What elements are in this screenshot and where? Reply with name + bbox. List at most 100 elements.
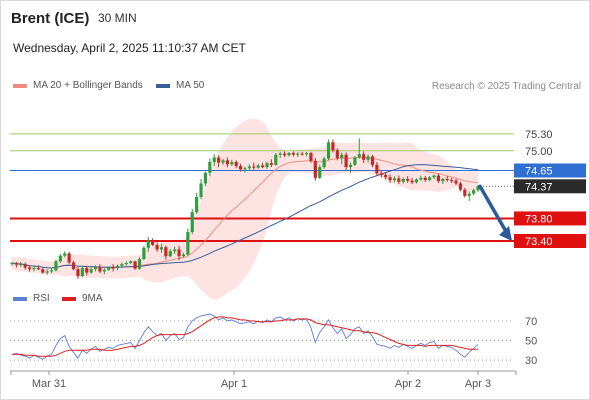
- candle-body: [392, 178, 397, 181]
- candle-body: [221, 160, 225, 163]
- candle-body: [54, 261, 58, 271]
- candle-body: [450, 180, 454, 182]
- legend-label-9ma: 9MA: [82, 293, 103, 304]
- level-tag-74-37: [514, 179, 586, 194]
- legend-swatch-rsi: [13, 296, 27, 301]
- candle-body: [313, 160, 317, 178]
- candle-body: [366, 156, 370, 160]
- candle-body: [436, 175, 441, 182]
- candle-body: [384, 175, 388, 178]
- candle-body: [195, 197, 199, 213]
- candle-body: [208, 162, 212, 173]
- candle-body: [173, 249, 177, 252]
- candle-body: [291, 153, 295, 155]
- candle-body: [243, 168, 247, 170]
- candle-body: [278, 153, 282, 155]
- candle-body: [41, 269, 45, 273]
- candle-body: [230, 162, 234, 165]
- candle-body: [419, 177, 423, 180]
- legend-label-ma20: MA 20 + Bollinger Bands: [33, 80, 143, 91]
- rsi-line: [11, 313, 479, 360]
- timeframe-label[interactable]: 30 MIN: [98, 11, 137, 25]
- level-tag-text-74-65: 74.65: [525, 166, 553, 178]
- candle-body: [441, 178, 445, 182]
- candle-body: [190, 212, 194, 232]
- x-tick-label-apr-2: Apr 2: [395, 378, 421, 390]
- candle-body: [129, 261, 133, 264]
- candle-body: [234, 162, 238, 166]
- candle-body: [36, 268, 40, 270]
- candle-body: [287, 153, 291, 156]
- legend-ma50: MA 50: [156, 80, 204, 91]
- forecast-arrow-shaft: [478, 184, 510, 237]
- candle-body: [80, 268, 84, 276]
- candle-body: [296, 153, 300, 155]
- symbol-title: Brent (ICE): [11, 10, 90, 27]
- candle-body: [375, 164, 379, 174]
- x-tick-label-apr-3: Apr 3: [465, 378, 491, 390]
- candle-body: [410, 180, 414, 183]
- x-tick-label-mar-31: Mar 31: [32, 378, 66, 390]
- candle-body: [186, 231, 190, 255]
- candle-body: [155, 244, 159, 250]
- candle-body: [322, 158, 326, 168]
- candle-body: [217, 157, 221, 163]
- x-tick-label-apr-1: Apr 1: [221, 378, 247, 390]
- candle-body: [401, 178, 405, 182]
- candles-group: [10, 138, 480, 279]
- candle-body: [115, 265, 120, 269]
- candle-body: [71, 262, 76, 270]
- candle-body: [168, 251, 172, 257]
- candle-body: [304, 153, 309, 155]
- candle-body: [111, 267, 115, 269]
- candle-body: [340, 154, 344, 159]
- candle-body: [269, 163, 273, 165]
- candle-body: [159, 247, 164, 250]
- candle-body: [458, 183, 463, 190]
- candle-body: [181, 254, 186, 257]
- candle-body: [10, 263, 14, 265]
- candle-body: [353, 157, 357, 165]
- legend-swatch-9ma: [62, 296, 76, 301]
- legend-label-rsi: RSI: [33, 293, 50, 304]
- level-tag-73-40: [514, 234, 586, 249]
- candle-body: [265, 163, 269, 168]
- candle-body: [423, 177, 427, 181]
- candle-body: [225, 160, 230, 165]
- candle-body: [335, 150, 339, 159]
- level-tag-text-73-80: 73.80: [525, 213, 553, 225]
- candle-body: [98, 266, 102, 272]
- candle-body: [282, 153, 287, 156]
- candle-body: [274, 154, 278, 165]
- candle-body: [432, 175, 436, 178]
- candle-body: [476, 186, 480, 191]
- candle-body: [318, 167, 322, 178]
- candle-body: [19, 264, 23, 266]
- candle-body: [362, 154, 366, 160]
- candle-body: [63, 253, 67, 256]
- candle-body: [212, 157, 216, 163]
- level-tag-73-80: [514, 211, 586, 226]
- candle-body: [247, 166, 251, 169]
- candle-body: [32, 268, 36, 270]
- candle-body: [309, 153, 313, 161]
- level-label-75-30: 75.30: [525, 129, 553, 141]
- candle-body: [467, 193, 471, 196]
- legend-rsi: RSI: [13, 293, 50, 304]
- candle-body: [93, 266, 98, 270]
- candle-body: [142, 247, 146, 260]
- candle-body: [107, 267, 111, 270]
- research-credit: Research © 2025 Trading Central: [431, 81, 581, 92]
- candle-body: [85, 268, 89, 273]
- level-tag-text-74-37: 74.37: [525, 181, 553, 193]
- candle-body: [203, 172, 208, 184]
- candle-body: [406, 178, 410, 181]
- candle-body: [472, 190, 476, 194]
- candle-body: [14, 263, 18, 265]
- candle-body: [102, 269, 106, 272]
- candle-body: [300, 153, 304, 155]
- candle-body: [151, 240, 155, 245]
- rsi-tick-50: 50: [525, 336, 537, 348]
- bollinger-band-fill: [12, 118, 478, 300]
